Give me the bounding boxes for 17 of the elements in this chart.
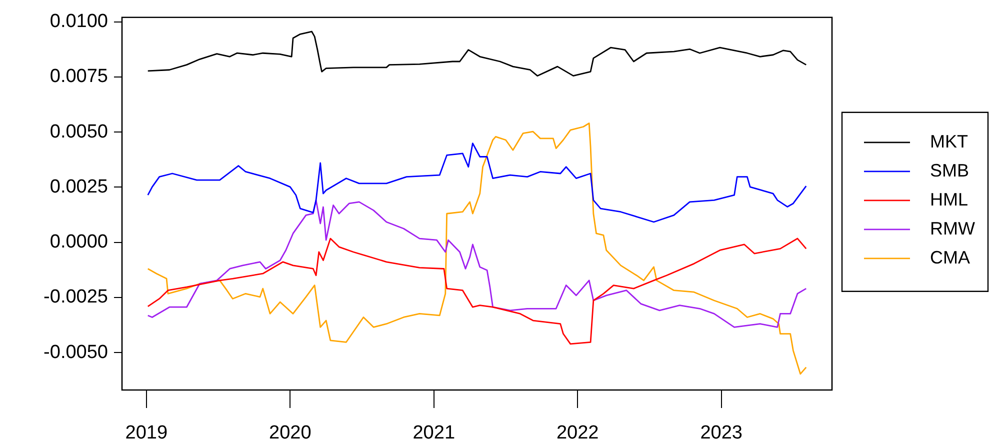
- legend-label: CMA: [930, 247, 970, 268]
- legend-label: RMW: [930, 218, 975, 238]
- x-tick-label: 2021: [412, 422, 456, 444]
- y-tick-label: 0.0025: [50, 176, 108, 198]
- x-tick-label: 2020: [269, 422, 312, 444]
- x-tick-label: 2019: [125, 422, 168, 444]
- legend-label: SMB: [930, 160, 970, 180]
- y-tick-label: -0.0025: [44, 286, 108, 308]
- y-tick-label: 0.0100: [50, 11, 108, 32]
- y-tick-label: 0.0075: [50, 66, 108, 88]
- y-tick-label: 0.0050: [50, 121, 108, 142]
- x-tick-label: 2023: [700, 422, 742, 444]
- y-tick-label: 0.0000: [50, 232, 108, 253]
- y-tick-label: -0.0050: [44, 342, 108, 363]
- x-tick-label: 2022: [556, 422, 599, 444]
- legend-label: HML: [930, 189, 968, 210]
- legend-label: MKT: [930, 131, 968, 152]
